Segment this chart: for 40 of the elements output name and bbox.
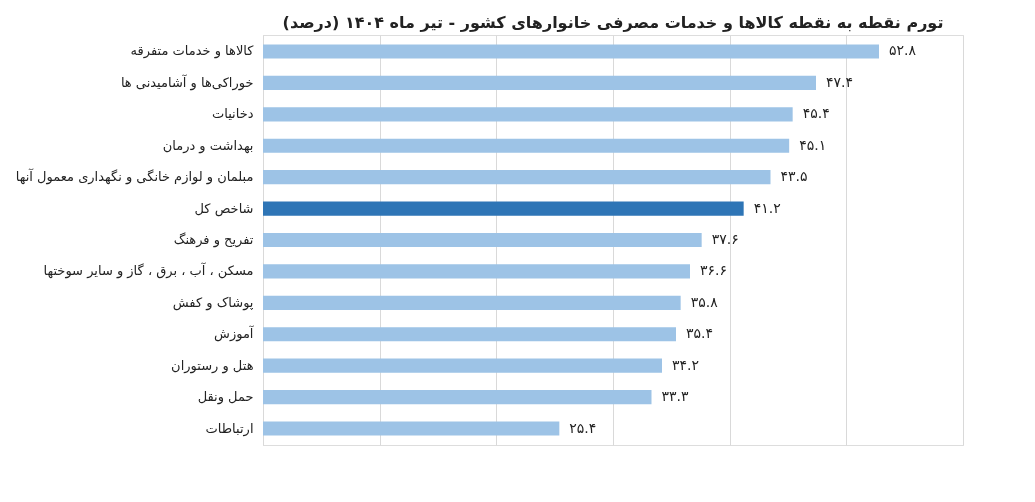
bar <box>263 264 690 279</box>
y-tick-label: کالاها و خدمات متفرقه <box>130 43 255 60</box>
y-tick-label: بهداشت و درمان <box>162 137 254 154</box>
data-label: ۴۵.۱ <box>799 136 827 153</box>
bar <box>263 327 676 342</box>
y-tick-label: شاخص کل <box>194 200 254 217</box>
data-label: ۳۷.۶ <box>711 231 739 247</box>
chart-title: تورم نقطه به نقطه کالاها و خدمات مصرفی خانوارهای کشور - تیر ماه ۱۴۰۴ (درصد) <box>282 13 944 32</box>
y-tick-label: حمل ونقل <box>197 389 254 406</box>
bar <box>263 232 702 248</box>
data-label: ۳۳.۳ <box>661 388 689 405</box>
y-tick-label: مبلمان و لوازم خانگی و نگهداری معمول آنها <box>15 168 254 186</box>
bar <box>263 358 662 373</box>
data-label: ۲۵.۴ <box>569 419 597 436</box>
bar <box>263 138 790 153</box>
bar <box>263 44 879 59</box>
data-label: ۴۱.۲ <box>753 199 781 216</box>
data-label: ۴۷.۴ <box>826 73 854 90</box>
data-label: ۳۴.۲ <box>672 356 700 373</box>
data-label: ۳۵.۸ <box>690 293 719 310</box>
data-label: ۵۲.۸ <box>889 42 917 59</box>
y-tick-label: آموزش <box>214 325 255 343</box>
y-tick-label: ارتباطات <box>205 420 254 437</box>
data-label: ۴۳.۵ <box>780 168 808 185</box>
bar <box>263 75 816 90</box>
y-tick-label: هتل و رستوران <box>171 357 254 374</box>
bar <box>263 201 744 216</box>
bar <box>263 421 560 436</box>
bar <box>263 107 793 122</box>
data-label: ۴۵.۴ <box>802 105 830 122</box>
y-tick-label: تفریح و فرهنگ <box>173 232 254 248</box>
data-label: ۳۶.۶ <box>700 262 728 279</box>
bar <box>263 170 771 185</box>
y-tick-label: دخانیات <box>211 106 254 122</box>
y-tick-label: پوشاک و کفش <box>172 294 254 311</box>
bar <box>263 390 652 405</box>
bar <box>263 295 681 310</box>
y-tick-label: خوراکی‌ها و آشامیدنی ها <box>120 73 254 91</box>
y-tick-label: مسکن ، آب ، برق ، گاز و سایر سوختها <box>43 262 254 280</box>
data-label: ۳۵.۴ <box>686 325 714 342</box>
